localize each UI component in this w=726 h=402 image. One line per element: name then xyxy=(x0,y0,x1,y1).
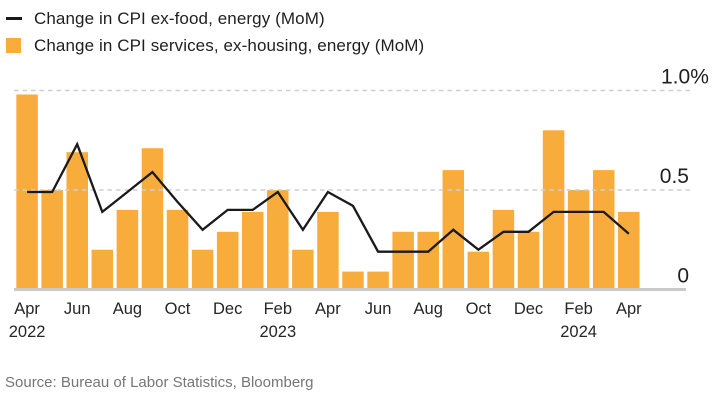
line-series-swatch-icon xyxy=(6,17,22,20)
bar-dec-2023 xyxy=(517,231,540,289)
x-tick-label: Dec xyxy=(514,300,543,318)
bar-jul-2022 xyxy=(91,249,114,289)
chart-legend: Change in CPI ex-food, energy (MoM) Chan… xyxy=(6,5,424,59)
bar-jun-2023 xyxy=(367,271,389,289)
x-tick-label: Apr xyxy=(616,300,642,318)
x-tick-label: Dec xyxy=(213,300,242,318)
x-tick-year-label: 2023 xyxy=(259,323,296,341)
bar-apr-2023 xyxy=(317,211,339,289)
bar-aug-2022 xyxy=(116,209,139,289)
bar-oct-2022 xyxy=(166,209,189,289)
bar-series-swatch-holder xyxy=(6,38,26,53)
bar-mar-2023 xyxy=(292,249,314,289)
y-tick-label: 0.5 xyxy=(660,165,689,188)
bar-jun-2022 xyxy=(66,152,88,289)
bar-jul-2023 xyxy=(392,231,414,289)
bar-apr-2022 xyxy=(16,94,38,289)
x-tick-label: Aug xyxy=(113,300,142,318)
bar-feb-2024 xyxy=(567,190,590,289)
x-tick-label: Feb xyxy=(264,300,292,318)
bar-jan-2023 xyxy=(241,211,264,289)
line-series-swatch-holder xyxy=(6,17,26,20)
bar-sep-2022 xyxy=(141,148,164,289)
bar-dec-2022 xyxy=(216,231,239,289)
x-tick-label: Jun xyxy=(365,300,392,318)
bar-aug-2023 xyxy=(417,231,439,289)
y-tick-label: 1.0% xyxy=(661,66,709,89)
x-tick-year-label: 2022 xyxy=(9,323,46,341)
bar-mar-2024 xyxy=(592,170,615,289)
x-tick-label: Aug xyxy=(414,300,443,318)
x-tick-year-label: 2024 xyxy=(560,323,597,341)
source-text: Source: Bureau of Labor Statistics, Bloo… xyxy=(5,374,314,391)
legend-item-label: Change in CPI ex-food, energy (MoM) xyxy=(34,8,325,28)
bar-jan-2024 xyxy=(542,130,565,289)
bar-may-2023 xyxy=(342,271,364,289)
core-cpi-line xyxy=(27,141,630,253)
x-tick-label: Feb xyxy=(564,300,592,318)
legend-item-label: Change in CPI services, ex-housing, ener… xyxy=(34,35,425,55)
x-tick-label: Oct xyxy=(466,300,492,318)
bar-may-2022 xyxy=(41,190,63,289)
y-tick-label: 0 xyxy=(677,265,689,288)
x-tick-label: Apr xyxy=(315,300,341,318)
bar-oct-2023 xyxy=(467,251,490,289)
x-tick-label: Oct xyxy=(165,300,191,318)
legend-item-services-cpi-bar: Change in CPI services, ex-housing, ener… xyxy=(6,32,424,59)
bar-series-swatch-icon xyxy=(6,38,21,53)
x-tick-label: Jun xyxy=(64,300,91,318)
bar-apr-2024 xyxy=(618,211,640,289)
bar-nov-2022 xyxy=(191,249,214,289)
bar-nov-2023 xyxy=(492,209,515,289)
bar-feb-2023 xyxy=(267,190,289,289)
legend-item-core-cpi-line: Change in CPI ex-food, energy (MoM) xyxy=(6,5,424,32)
x-tick-label: Apr xyxy=(14,300,40,318)
